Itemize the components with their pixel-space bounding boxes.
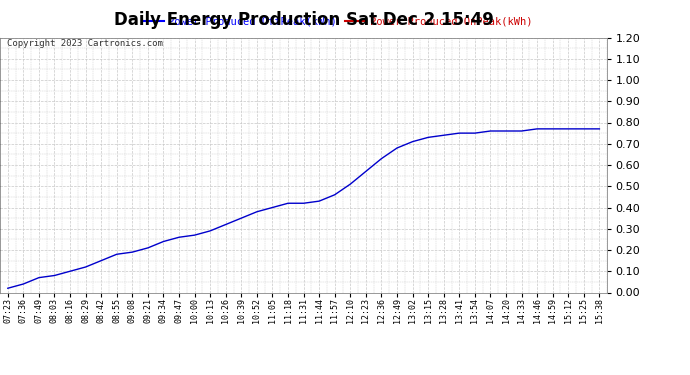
Text: Daily Energy Production Sat Dec 2 15:49: Daily Energy Production Sat Dec 2 15:49 — [114, 11, 493, 29]
Text: Copyright 2023 Cartronics.com: Copyright 2023 Cartronics.com — [7, 39, 163, 48]
Legend: Power Produced OffPeak(kWh), Power Produced OnPeak(kWh): Power Produced OffPeak(kWh), Power Produ… — [139, 12, 537, 30]
